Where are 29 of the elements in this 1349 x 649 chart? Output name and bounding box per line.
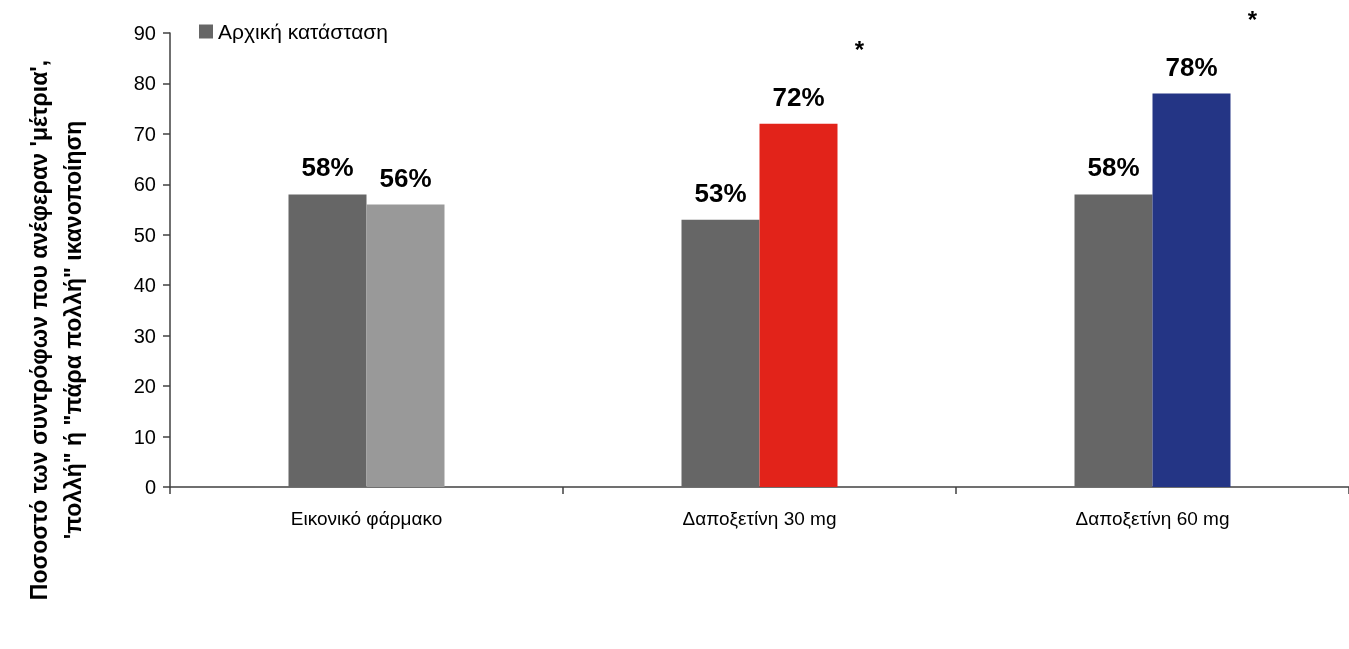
x-tick-label: Δαποξετίνη 30 mg (682, 508, 837, 529)
x-tick-label: Εικονικό φάρμακο (290, 508, 443, 529)
data-label: 72% (772, 81, 825, 112)
y-tick-label: 0 (144, 476, 156, 498)
y-tick-label: 10 (133, 425, 156, 448)
y-tick-label: 50 (133, 223, 156, 246)
y-tick-label: 80 (133, 72, 156, 95)
annotation: * (854, 36, 865, 64)
x-tick-label: Δαποξετίνη 60 mg (1075, 508, 1230, 529)
bar (366, 204, 445, 487)
y-tick-label: 60 (133, 173, 156, 196)
legend-label: Αρχική κατάσταση (218, 20, 388, 43)
data-label: 58% (1087, 152, 1140, 183)
bar (759, 123, 838, 487)
text: * (1247, 6, 1258, 34)
bar (1074, 194, 1153, 487)
data-label: 53% (694, 177, 747, 208)
bar (681, 219, 760, 487)
data-label: 58% (301, 152, 354, 183)
y-tick-label: 30 (133, 324, 156, 347)
data-label: 56% (379, 162, 432, 193)
y-tick-label: 20 (133, 375, 156, 398)
bar (288, 194, 367, 487)
data-label: 78% (1165, 51, 1218, 82)
y-tick-label: 90 (133, 22, 156, 44)
y-axis-title: Ποσοστό των συντρόφων που ανέφεραν 'μέτρια', 'πολλή" ή "πάρα πολλή" ικανοποίηση (26, 59, 86, 601)
y-tick-label: 40 (133, 274, 156, 297)
y-tick-label: 70 (133, 122, 156, 145)
bar (1152, 93, 1231, 487)
